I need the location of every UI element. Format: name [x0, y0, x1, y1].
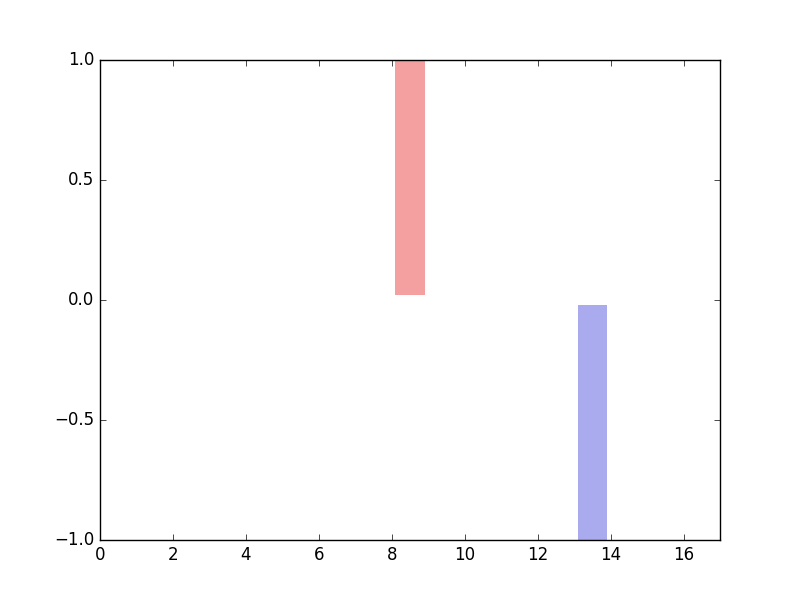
Bar — [578, 305, 607, 540]
Bar — [395, 60, 425, 295]
